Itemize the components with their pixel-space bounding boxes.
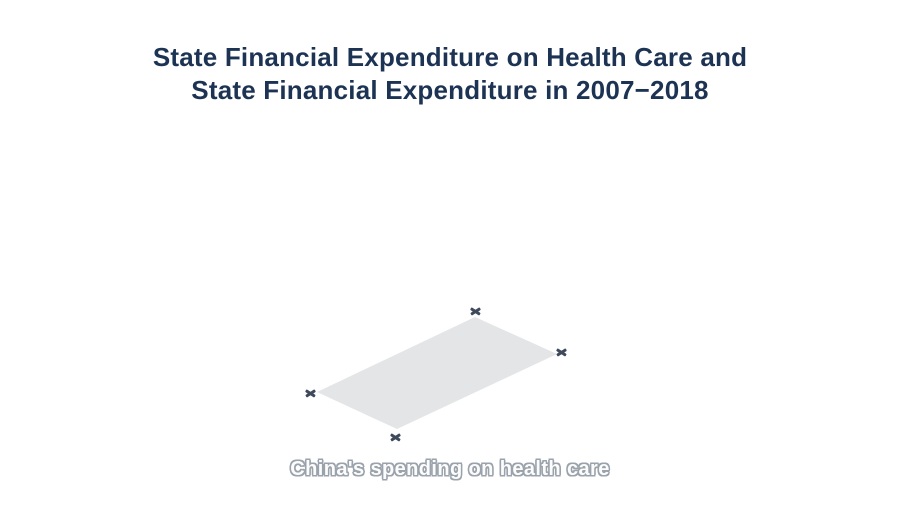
- chart-title-line1: State Financial Expenditure on Health Ca…: [152, 42, 748, 72]
- corner-marker-x-bottom: [390, 433, 401, 441]
- corner-marker-x-top: [470, 307, 481, 315]
- corner-marker-x-right: [556, 348, 567, 356]
- corner-marker-x-left: [305, 389, 316, 397]
- chart-title-line2: State Financial Expenditure in 2007−2018: [191, 75, 709, 105]
- isometric-base-plane: [317, 317, 557, 429]
- subtitle-caption: China's spending on health care: [290, 458, 610, 480]
- chart-title: State Financial Expenditure on Health Ca…: [0, 41, 900, 107]
